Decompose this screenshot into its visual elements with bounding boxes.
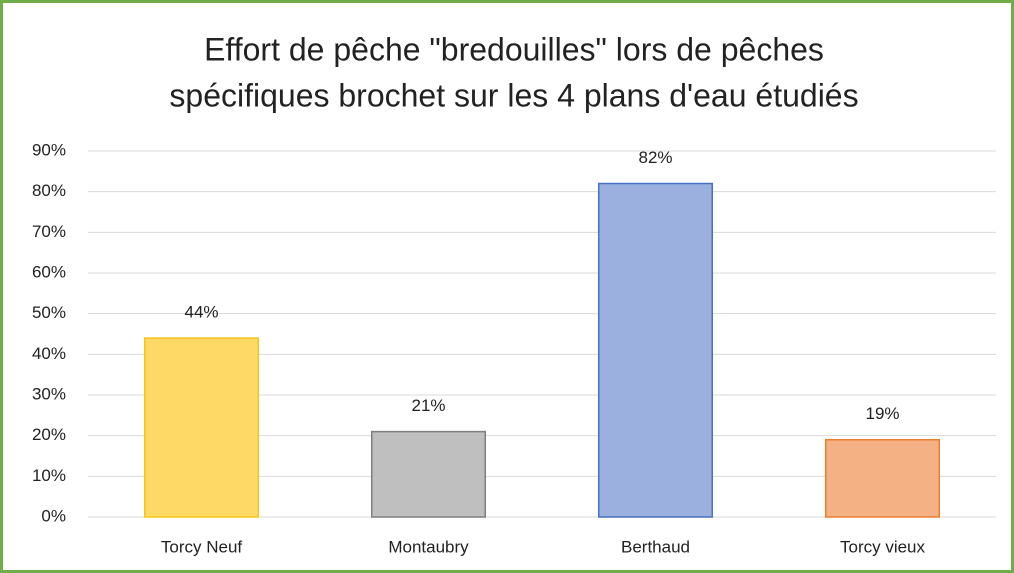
bar	[144, 337, 259, 518]
data-label: 19%	[865, 404, 899, 423]
data-label: 21%	[411, 396, 445, 415]
x-tick-label: Torcy Neuf	[161, 537, 243, 556]
x-tick-label: Berthaud	[621, 537, 690, 556]
y-tick-label: 80%	[32, 181, 66, 200]
y-tick-label: 30%	[32, 384, 66, 403]
y-tick-label: 50%	[32, 303, 66, 322]
y-tick-label: 40%	[32, 344, 66, 363]
y-tick-label: 20%	[32, 425, 66, 444]
bar	[598, 182, 713, 518]
y-tick-label: 90%	[32, 140, 66, 159]
x-tick-label: Montaubry	[388, 537, 469, 556]
data-label: 82%	[638, 148, 672, 167]
y-tick-label: 10%	[32, 466, 66, 485]
chart-title: Effort de pêche "bredouilles" lors de pê…	[204, 31, 824, 67]
bar	[371, 430, 486, 518]
y-tick-label: 60%	[32, 262, 66, 281]
data-label: 44%	[184, 303, 218, 322]
bar	[825, 438, 940, 518]
chart-title: spécifiques brochet sur les 4 plans d'ea…	[169, 77, 858, 113]
y-tick-label: 0%	[41, 506, 66, 525]
y-tick-label: 70%	[32, 222, 66, 241]
x-tick-label: Torcy vieux	[840, 537, 926, 556]
